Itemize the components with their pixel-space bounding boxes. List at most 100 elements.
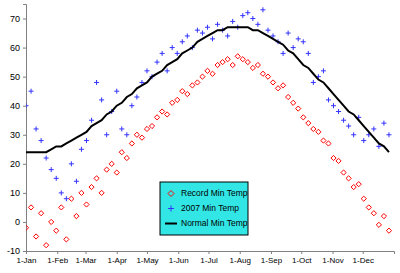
x-tick: 1-Aug [230,251,251,265]
x-tick-label: 1-Jun [169,256,189,265]
series-line [26,27,389,152]
x-tick: 1-Apr [107,251,127,265]
point [341,118,346,123]
y-tick-label: 0 [15,217,20,227]
legend-marker [168,206,174,212]
point [356,182,361,187]
point [190,83,195,88]
point [321,68,326,73]
axis-line [23,5,27,252]
point [326,97,331,102]
point [124,132,129,137]
x-tick: 1-Jul [200,251,218,265]
x-tick-label: 1-May [136,256,158,265]
point [255,62,260,67]
y-tick-label: 10 [10,188,20,198]
point [371,211,376,216]
point [235,54,240,59]
point [64,196,69,201]
axis-line [27,252,395,255]
point [54,228,59,233]
point [215,62,220,67]
point [99,190,104,195]
point [33,234,38,239]
x-tick-mark [240,251,241,254]
point [336,158,341,163]
point [59,205,64,210]
y-tick-mark [23,222,26,223]
point [99,97,104,102]
point [265,28,270,33]
y-tick-mark [23,193,26,194]
point [205,68,210,73]
x-tick-label: 1-Nov [322,256,343,265]
point [240,13,245,18]
point [129,141,134,146]
point [240,57,245,62]
x-axis: 1-Jan1-Feb1-Mar1-Apr1-May1-Jun1-Jul1-Aug… [16,251,394,265]
x-tick: 1-Feb [47,251,68,265]
point [34,126,39,131]
point [306,121,311,126]
x-tick-mark [178,251,179,254]
point [291,45,296,50]
point [54,176,59,181]
point [185,33,190,38]
point [79,147,84,152]
point [386,132,391,137]
x-tick: 1-Jun [169,251,189,265]
point [260,7,265,12]
point [44,156,49,161]
x-tick: 1-Dec [353,251,374,265]
legend-label: Record Min Temp [181,188,248,198]
y-tick: -10 [7,246,26,256]
point [160,109,165,114]
chart: 1-Jan1-Feb1-Mar1-Apr1-May1-Jun1-Jul1-Aug… [0,0,400,273]
point [94,176,99,181]
point [89,184,94,189]
point [265,74,270,79]
point [89,118,94,123]
point [44,243,49,248]
x-tick-label: 1-Oct [292,256,312,265]
point [321,138,326,143]
point [230,19,235,24]
x-tick-label: 1-Aug [230,256,251,265]
y-tick-mark [23,19,26,20]
y-tick-label: 40 [10,101,20,111]
point [29,89,34,94]
x-tick: 1-Oct [292,251,312,265]
point [381,121,386,126]
x-tick: 1-Nov [322,251,343,265]
y-tick: 50 [10,72,26,82]
point [94,80,99,85]
x-tick-mark [271,251,272,254]
point [84,138,89,143]
point [49,167,54,172]
y-tick-mark [23,164,26,165]
point [134,94,139,99]
legend-label: Normal Min Temp [181,218,248,228]
point [225,33,230,38]
point [311,126,316,131]
point [114,170,119,175]
point [59,190,64,195]
legend-marker [165,223,177,225]
point [180,89,185,94]
point [205,25,210,30]
legend-box [160,182,248,235]
point [215,22,220,27]
point [170,100,175,105]
point [275,86,280,91]
y-tick-mark [23,251,26,252]
point [28,205,33,210]
legend-label: 2007 Min Temp [181,203,239,213]
x-tick-label: 1-Feb [47,256,68,265]
y-tick-label: 70 [10,14,20,24]
y-tick-label: 60 [10,43,20,53]
x-tick-label: 1-Jan [16,256,36,265]
point [230,62,235,67]
point [175,51,180,56]
point [119,150,124,155]
x-tick-mark [85,251,86,254]
